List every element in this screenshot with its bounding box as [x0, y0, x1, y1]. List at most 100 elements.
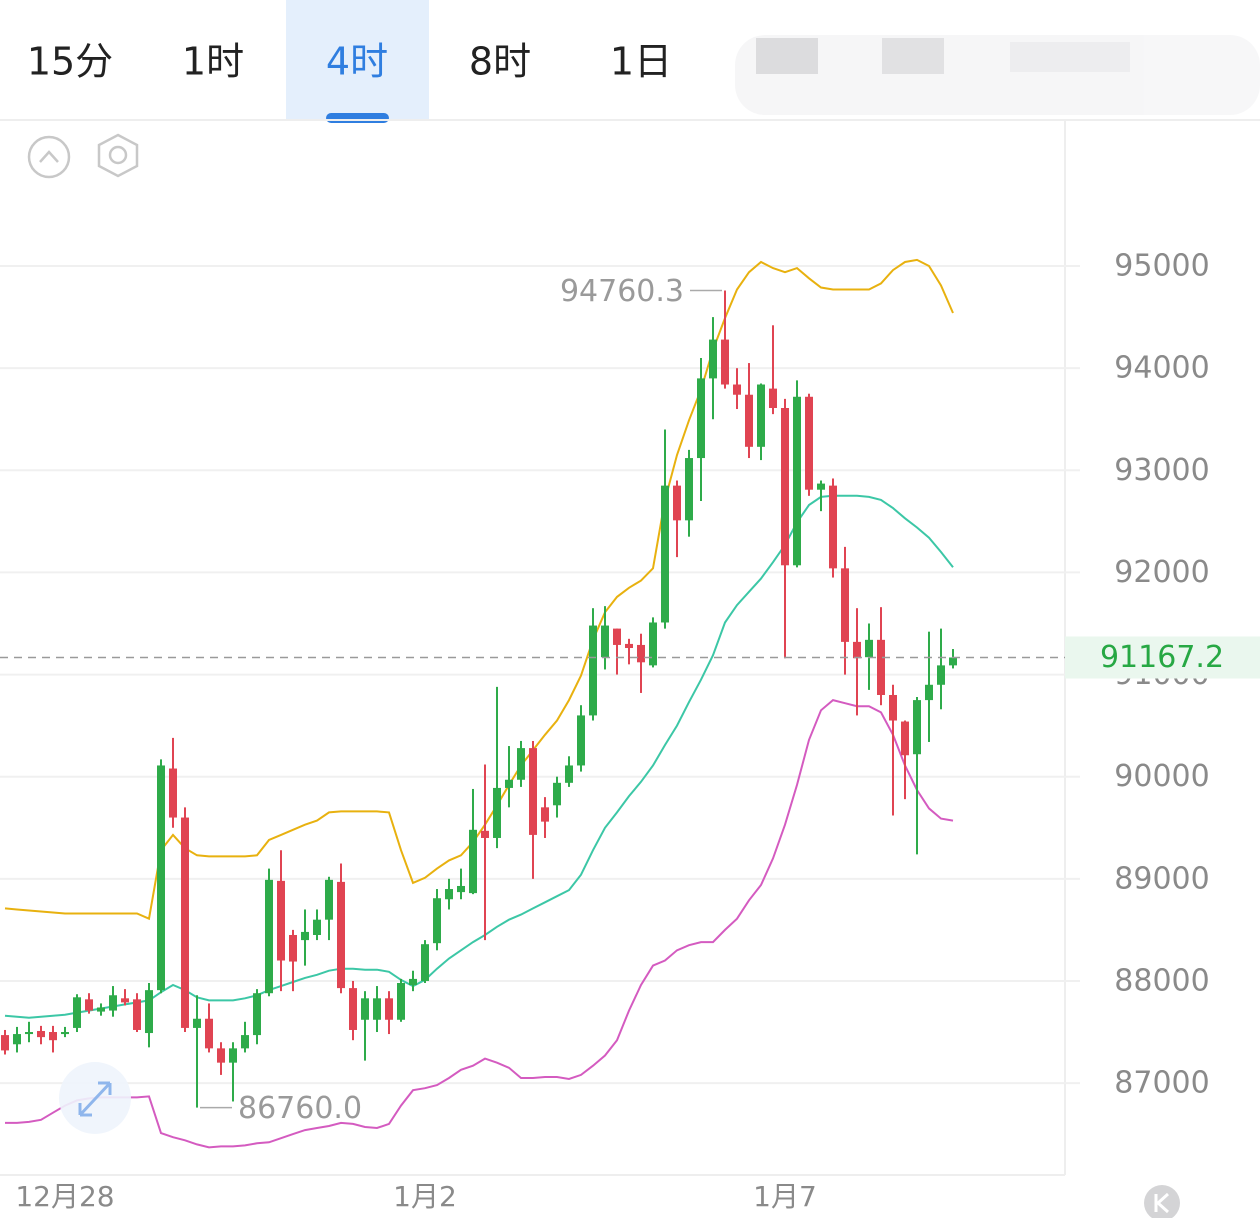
candle-body	[313, 919, 321, 935]
y-tick-label: 93000	[1114, 453, 1209, 488]
candle-body	[13, 1034, 21, 1045]
candle-body	[553, 782, 561, 806]
candle-body	[709, 339, 717, 379]
y-tick-label: 87000	[1114, 1066, 1209, 1101]
candle-body	[265, 879, 273, 994]
collapse-icon[interactable]	[27, 135, 71, 179]
candle-body	[109, 995, 117, 1011]
overlay: 94760.3 86760.0 91167.2	[0, 274, 1260, 1126]
settings-dot[interactable]	[108, 145, 128, 165]
candle-body	[889, 694, 897, 721]
max-marker-label: 94760.3	[560, 274, 684, 309]
candle-body	[289, 934, 297, 962]
kline-mode-button[interactable]	[1144, 1185, 1180, 1218]
candle-body	[481, 830, 489, 838]
x-tick-label: 1月7	[753, 1180, 817, 1213]
timeframe-tab[interactable]: 15分	[27, 40, 113, 84]
kline-mode-icon[interactable]	[1154, 1192, 1170, 1214]
tab-selected-bg	[286, 0, 429, 120]
y-tick-label: 92000	[1114, 555, 1209, 590]
candle-body	[565, 765, 573, 783]
candle-body	[181, 817, 189, 1028]
candle-body	[649, 622, 657, 666]
blurred-block	[1010, 42, 1130, 72]
candle-body	[229, 1048, 237, 1063]
band-line	[4, 258, 954, 921]
x-tick-label: 1月2	[393, 1180, 457, 1213]
candle-body	[277, 880, 285, 961]
candle-body	[241, 1035, 249, 1049]
candle-body	[769, 388, 777, 409]
grid: 8700088000890009000091000920009300094000…	[0, 249, 1210, 1213]
timeframe-tab[interactable]: 1时	[182, 40, 244, 84]
candle-body	[865, 639, 873, 658]
band-line	[4, 494, 954, 1019]
candle-body	[625, 643, 633, 649]
candle-body	[193, 1018, 201, 1028]
fullscreen-icon[interactable]	[78, 1081, 112, 1117]
blurred-tabs	[735, 35, 1260, 115]
blurred-block	[882, 38, 944, 74]
candle-body	[217, 1048, 225, 1063]
candle-body	[913, 700, 921, 755]
timeframe-tab[interactable]: 1日	[610, 40, 672, 84]
candle-body	[505, 779, 513, 788]
y-tick-label: 88000	[1114, 963, 1209, 998]
fullscreen-button[interactable]	[59, 1062, 131, 1134]
min-marker-label: 86760.0	[238, 1091, 362, 1126]
y-tick-label: 95000	[1114, 249, 1209, 284]
candle-body	[25, 1032, 33, 1035]
candle-body	[697, 378, 705, 459]
candle-body	[877, 639, 885, 695]
candle-body	[613, 628, 621, 645]
y-tick-label: 90000	[1114, 759, 1209, 794]
candle-body	[97, 1007, 105, 1012]
candle-body	[493, 787, 501, 838]
y-tick-label: 89000	[1114, 861, 1209, 896]
candle-body	[61, 1032, 69, 1035]
last-price-box	[1065, 636, 1260, 679]
candle-body	[805, 396, 813, 490]
settings-hex[interactable]	[97, 133, 139, 178]
candle-body	[145, 990, 153, 1034]
candle-body	[721, 339, 729, 385]
candle-body	[373, 998, 381, 1020]
candle-body	[385, 998, 393, 1020]
candle-body	[841, 568, 849, 642]
candle-body	[337, 881, 345, 989]
candle-body	[361, 998, 369, 1020]
candle-body	[133, 999, 141, 1030]
candle-body	[85, 999, 93, 1011]
candle-body	[925, 684, 933, 701]
candle-body	[793, 396, 801, 566]
candle-body	[517, 748, 525, 780]
candle-body	[757, 384, 765, 447]
candle-body	[433, 898, 441, 944]
collapse-chevron[interactable]	[39, 150, 59, 163]
candle-body	[745, 394, 753, 447]
tab-indicator	[326, 113, 389, 123]
settings-button[interactable]	[97, 133, 139, 178]
candle-body	[397, 982, 405, 1020]
timeframe-tab[interactable]: 4时	[326, 40, 388, 84]
candle-body	[325, 879, 333, 920]
candle-body	[817, 483, 825, 490]
candle-body	[853, 641, 861, 659]
candle-body	[673, 485, 681, 521]
blurred-block	[756, 38, 818, 74]
candle-body	[157, 765, 165, 991]
candle-body	[445, 889, 453, 900]
y-tick-label: 94000	[1114, 351, 1209, 386]
kline-mode-bg[interactable]	[1144, 1185, 1180, 1218]
candle-body	[73, 997, 81, 1028]
candle-body	[301, 931, 309, 941]
candle-body	[205, 1018, 213, 1049]
candle-body	[469, 829, 477, 894]
candle-body	[1, 1035, 9, 1051]
timeframe-tab[interactable]: 8时	[469, 40, 531, 84]
last-price-label: 91167.2	[1100, 640, 1224, 675]
candle-body	[409, 978, 417, 986]
collapse-button[interactable]	[27, 135, 71, 179]
